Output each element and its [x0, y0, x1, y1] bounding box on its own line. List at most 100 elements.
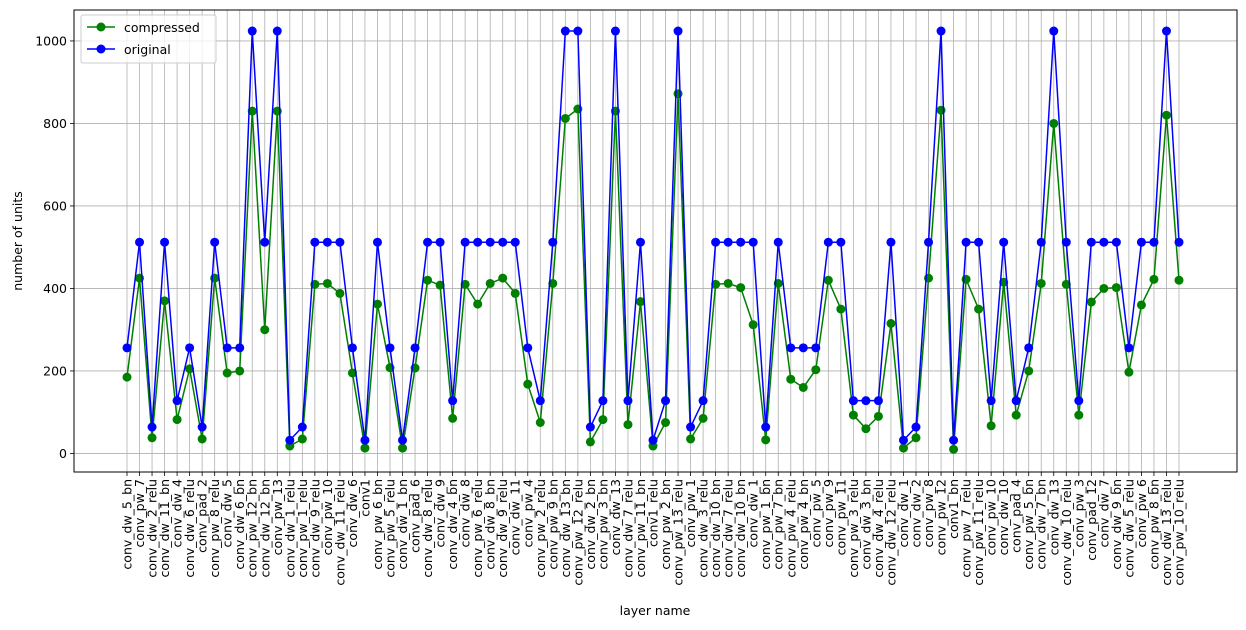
data-point-original [548, 237, 558, 247]
data-point-compressed [1024, 366, 1034, 376]
data-point-original [1136, 237, 1146, 247]
x-tick-label: conv_pw_9 [821, 479, 836, 547]
data-point-compressed [347, 368, 357, 378]
x-tick-label: conv_dw_2_relu [145, 479, 160, 578]
data-point-original [698, 396, 708, 406]
x-tick-label: conv_dw_10 [996, 479, 1011, 555]
data-point-compressed [1149, 274, 1159, 284]
data-point-compressed [761, 435, 771, 445]
data-point-compressed [260, 325, 270, 335]
data-point-original [1149, 237, 1159, 247]
data-point-compressed [197, 434, 207, 444]
x-tick-label: conv_dw_5_bn [120, 479, 135, 570]
data-point-original [160, 237, 170, 247]
data-point-original [1124, 343, 1134, 353]
x-tick-label: conv_dw_1_relu [282, 479, 297, 578]
data-point-original [961, 237, 971, 247]
x-tick-label: conv_pw_3_bn [595, 479, 610, 570]
x-tick-label: conv_dw_5 [220, 479, 235, 547]
x-tick-label: conv_pad_12 [1084, 479, 1099, 561]
data-point-original [598, 396, 608, 406]
data-point-original [435, 237, 445, 247]
x-tick-label: conv_dw_11_bn [157, 479, 172, 578]
data-point-compressed [235, 366, 245, 376]
data-point-original [648, 435, 658, 445]
x-tick-label: conv_pw_11_relu [971, 479, 986, 586]
data-point-original [1074, 396, 1084, 406]
x-tick-label: conv_pw_4_relu [783, 479, 798, 578]
x-tick-label: conv_pw_9_bn [545, 479, 560, 570]
data-point-original [398, 435, 408, 445]
data-point-original [773, 237, 783, 247]
data-point-compressed [1136, 300, 1146, 310]
data-point-compressed [861, 424, 871, 434]
data-point-original [748, 237, 758, 247]
data-point-compressed [748, 320, 758, 330]
data-point-original [798, 343, 808, 353]
data-point-compressed [673, 89, 683, 99]
x-tick-label: conv_pw_8 [921, 479, 936, 547]
x-tick-label: conv_dw_13_relu [1159, 479, 1174, 586]
x-tick-label: conv_pw_13 [270, 479, 285, 555]
data-point-compressed [898, 443, 908, 453]
data-point-compressed [798, 382, 808, 392]
data-point-original [285, 435, 295, 445]
data-point-original [222, 343, 232, 353]
data-point-original [1161, 26, 1171, 36]
x-tick-label: conv_pw_7_bn [771, 479, 786, 570]
x-tick-label: conv_pw_2_relu [533, 479, 548, 578]
data-point-original [335, 237, 345, 247]
data-point-original [848, 396, 858, 406]
x-tick-label: conv_dw_2_bn [583, 479, 598, 570]
data-point-original [310, 237, 320, 247]
data-point-original [122, 343, 132, 353]
x-tick-label: conv_dw_6 [345, 479, 360, 547]
x-tick-label: conv_pw_11_bn [633, 479, 648, 578]
data-point-compressed [297, 434, 307, 444]
data-point-original [949, 435, 959, 445]
data-point-original [786, 343, 796, 353]
data-point-compressed [398, 443, 408, 453]
series-original [122, 26, 1184, 445]
data-point-compressed [623, 420, 633, 430]
x-tick-label: conv_dw_7_bn [1034, 479, 1049, 570]
x-tick-label: conv1 [357, 479, 372, 517]
x-tick-label: conv_pw_3 [1071, 479, 1086, 547]
data-point-original [936, 26, 946, 36]
data-point-original [485, 237, 495, 247]
data-point-original [385, 343, 395, 353]
x-tick-label: conv_dw_9_bn [1109, 479, 1124, 570]
y-tick-label: 800 [43, 116, 67, 131]
data-point-original [861, 396, 871, 406]
data-point-compressed [1111, 283, 1121, 293]
x-tick-label: conv_pw_5_bn [1021, 479, 1036, 570]
x-tick-label: conv_dw_3_bn [858, 479, 873, 570]
data-point-original [911, 422, 921, 432]
data-point-compressed [448, 413, 458, 423]
x-tick-label: conv_dw_8_bn [483, 479, 498, 570]
x-tick-label: conv_dw_1 [746, 479, 761, 547]
x-tick-label: conv_pw_7_relu [959, 479, 974, 578]
data-point-original [235, 343, 245, 353]
x-tick-label: conv_dw_6_relu [182, 479, 197, 578]
x-tick-label: conv_pw_10 [984, 479, 999, 555]
x-tick-label: conv_dw_9 [433, 479, 448, 547]
x-tick-label: conv_pw_8_bn [1146, 479, 1161, 570]
data-point-original [999, 237, 1009, 247]
data-point-original [410, 343, 420, 353]
data-point-compressed [1099, 283, 1109, 293]
data-point-compressed [736, 283, 746, 293]
x-tick-label: conv_pad_4 [1009, 479, 1024, 553]
data-point-original [823, 237, 833, 247]
x-tick-label: conv_dw_8_relu [420, 479, 435, 578]
x-tick-label: conv_dw_7 [1096, 479, 1111, 547]
x-tick-label: conv_pw_11 [833, 479, 848, 555]
data-point-compressed [523, 379, 533, 389]
data-point-original [460, 237, 470, 247]
data-point-compressed [723, 278, 733, 288]
x-tick-label: conv_pw_1_bn [758, 479, 773, 570]
y-axis-title: number of units [10, 191, 25, 291]
x-tick-label: conv_dw_5_relu [1121, 479, 1136, 578]
y-tick-label: 600 [43, 198, 67, 213]
